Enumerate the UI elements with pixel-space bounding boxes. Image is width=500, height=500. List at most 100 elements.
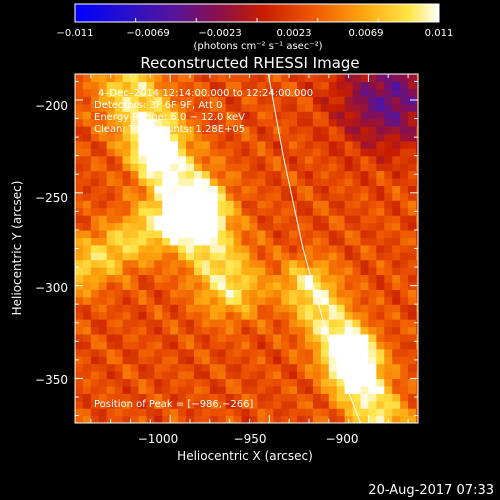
heatmap-cell bbox=[106, 148, 116, 157]
heatmap-cell bbox=[209, 371, 219, 380]
heatmap-cell bbox=[352, 408, 362, 417]
heatmap-cell bbox=[257, 296, 266, 305]
heatmap-cell bbox=[146, 296, 155, 305]
heatmap-cell bbox=[384, 215, 393, 224]
heatmap-cell bbox=[360, 385, 370, 394]
heatmap-cell bbox=[241, 222, 251, 231]
heatmap-cell bbox=[90, 259, 100, 268]
heatmap-cell bbox=[368, 348, 377, 357]
heatmap-cell bbox=[360, 289, 370, 298]
heatmap-cell bbox=[233, 96, 243, 105]
heatmap-cell bbox=[178, 118, 187, 127]
colorbar-label-3: 0.0023 bbox=[277, 28, 312, 39]
heatmap-cell bbox=[416, 88, 418, 97]
heatmap-cell bbox=[289, 177, 298, 186]
heatmap-cell bbox=[344, 81, 354, 90]
heatmap-cell bbox=[336, 304, 346, 313]
heatmap-cell bbox=[376, 304, 385, 313]
heatmap-cell bbox=[98, 237, 108, 246]
heatmap-cell bbox=[384, 103, 393, 112]
heatmap-cell bbox=[273, 371, 282, 380]
heatmap-cell bbox=[106, 385, 116, 394]
heatmap-cell bbox=[122, 259, 132, 268]
heatmap-cell bbox=[233, 200, 243, 209]
heatmap-cell bbox=[376, 274, 385, 283]
heatmap-cell bbox=[312, 96, 322, 105]
heatmap-cell bbox=[209, 363, 219, 372]
heatmap-cell bbox=[297, 185, 306, 194]
heatmap-cell bbox=[225, 177, 235, 186]
heatmap-cell bbox=[122, 378, 132, 387]
heatmap-cell bbox=[186, 192, 195, 201]
heatmap-cell bbox=[400, 244, 409, 253]
heatmap-cell bbox=[368, 415, 377, 423]
heatmap-cell bbox=[312, 140, 322, 149]
heatmap-cell bbox=[75, 170, 84, 179]
heatmap-cell bbox=[90, 289, 100, 298]
heatmap-cell bbox=[265, 96, 274, 105]
heatmap-cell bbox=[297, 140, 306, 149]
heatmap-cell bbox=[416, 177, 418, 186]
heatmap-cell bbox=[130, 311, 140, 320]
heatmap-cell bbox=[312, 259, 322, 268]
heatmap-cell bbox=[304, 341, 314, 350]
heatmap-cell bbox=[225, 274, 235, 283]
heatmap-cell bbox=[217, 163, 227, 172]
heatmap-cell bbox=[130, 215, 140, 224]
heatmap-cell bbox=[114, 333, 124, 342]
heatmap-cell bbox=[257, 155, 266, 164]
heatmap-cell bbox=[162, 378, 171, 387]
heatmap-cell bbox=[82, 408, 92, 417]
heatmap-cell bbox=[249, 222, 258, 231]
heatmap-cell bbox=[122, 371, 132, 380]
heatmap-cell bbox=[297, 289, 306, 298]
heatmap-cell bbox=[233, 371, 243, 380]
heatmap-cell bbox=[106, 207, 116, 216]
heatmap-cell bbox=[114, 118, 124, 127]
heatmap-cell bbox=[289, 378, 298, 387]
heatmap-cell bbox=[146, 222, 155, 231]
heatmap-cell bbox=[352, 333, 362, 342]
heatmap-cell bbox=[297, 319, 306, 328]
heatmap-cell bbox=[344, 259, 354, 268]
heatmap-cell bbox=[336, 222, 346, 231]
heatmap-cell bbox=[400, 133, 409, 142]
heatmap-cell bbox=[233, 252, 243, 261]
heatmap-cell bbox=[122, 133, 132, 142]
heatmap-cell bbox=[328, 289, 338, 298]
heatmap-cell bbox=[273, 311, 282, 320]
heatmap-cell bbox=[82, 111, 92, 120]
heatmap-cell bbox=[98, 363, 108, 372]
heatmap-cell bbox=[416, 81, 418, 90]
heatmap-cell bbox=[249, 163, 258, 172]
heatmap-cell bbox=[281, 229, 290, 238]
heatmap-cell bbox=[75, 378, 84, 387]
heatmap-cell bbox=[233, 215, 243, 224]
heatmap-cell bbox=[130, 148, 140, 157]
heatmap-cell bbox=[75, 74, 84, 83]
heatmap-cell bbox=[233, 244, 243, 253]
heatmap-cell bbox=[257, 393, 266, 402]
heatmap-cell bbox=[376, 385, 385, 394]
heatmap-cell bbox=[336, 296, 346, 305]
heatmap-cell bbox=[352, 140, 362, 149]
heatmap-cell bbox=[392, 348, 401, 357]
heatmap-cell bbox=[201, 215, 211, 224]
heatmap-cell bbox=[233, 400, 243, 409]
heatmap-cell bbox=[265, 207, 274, 216]
heatmap-cell bbox=[376, 207, 385, 216]
heatmap-cell bbox=[209, 111, 219, 120]
heatmap-cell bbox=[82, 326, 92, 335]
heatmap-cell bbox=[273, 326, 282, 335]
heatmap-cell bbox=[392, 371, 401, 380]
heatmap-cell bbox=[138, 348, 147, 357]
heatmap-cell bbox=[304, 229, 314, 238]
heatmap-cell bbox=[376, 341, 385, 350]
heatmap-cell bbox=[138, 207, 147, 216]
heatmap-cell bbox=[75, 207, 84, 216]
heatmap-cell bbox=[241, 304, 251, 313]
heatmap-cell bbox=[281, 96, 290, 105]
heatmap-cell bbox=[146, 133, 155, 142]
heatmap-cell bbox=[90, 140, 100, 149]
heatmap-cell bbox=[392, 140, 401, 149]
